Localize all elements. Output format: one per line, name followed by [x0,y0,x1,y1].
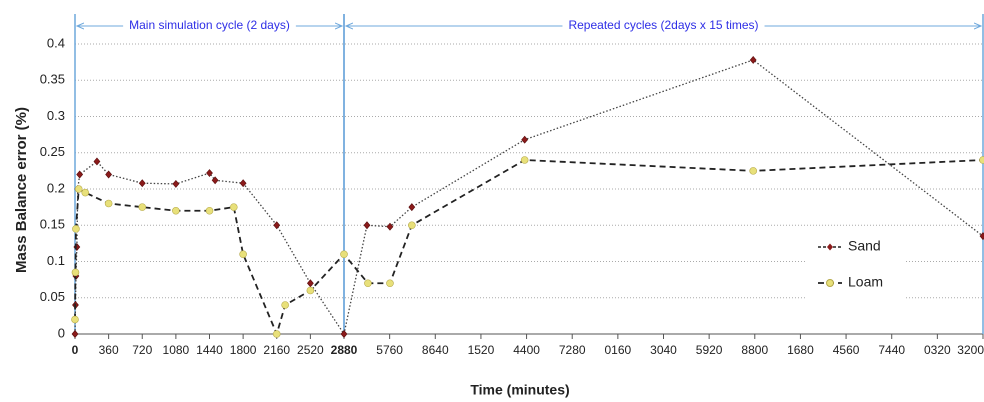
x-tick-label: 4560 [833,343,860,357]
data-point [363,221,371,230]
data-point [281,301,289,309]
data-point [340,330,348,338]
data-point [306,286,315,295]
data-point [364,279,372,288]
x-axis-title: Time (minutes) [470,382,569,398]
x-tick-label: 3040 [650,343,677,357]
data-point [104,199,113,208]
x-tick-label: 2520 [297,343,324,357]
data-point [749,55,757,64]
data-point [81,188,90,197]
x-tick-label: 0160 [605,343,632,357]
data-point [138,179,146,188]
data-point [172,206,180,215]
y-tick-label: 0.35 [40,72,65,87]
data-point [520,156,529,164]
x-tick-label: 5760 [376,343,403,357]
data-point [521,135,529,144]
data-point [138,203,147,211]
data-point [239,250,247,259]
data-point [272,330,281,338]
data-point [749,167,758,175]
x-tick-label: 8640 [422,343,449,357]
x-tick-label: 4400 [513,343,540,357]
x-tick-label: 720 [132,343,152,357]
x-tick-label: 1680 [787,343,814,357]
data-point [74,185,83,193]
segment-label: Repeated cycles (2days x 15 times) [568,18,758,32]
segment-label: Main simulation cycle (2 days) [129,18,290,32]
data-point [105,170,113,179]
x-tick-label: 1520 [468,343,495,357]
data-point [273,221,281,230]
y-tick-label: 0.05 [40,289,65,304]
x-tick-label: 1080 [163,343,190,357]
data-point [206,169,213,178]
legend-marker [826,279,834,287]
x-tick-label: 2160 [263,343,290,357]
x-tick-label: 0320 [924,343,951,357]
y-tick-label: 0.1 [47,253,65,268]
segment-label-bg [562,17,765,34]
data-point [386,222,394,231]
x-tick-label: 1440 [196,343,223,357]
data-point [71,268,80,277]
x-tick-label: 1800 [230,343,257,357]
y-tick-label: 0.4 [47,35,65,50]
data-point [306,279,314,288]
x-tick-label: 5920 [696,343,723,357]
y-tick-label: 0.15 [40,217,65,232]
data-point [211,176,219,185]
data-point [229,203,238,211]
data-point [408,203,416,212]
y-tick-label: 0.25 [40,144,65,159]
data-point [172,179,180,188]
x-tick-label: 8800 [741,343,768,357]
legend-marker [827,243,833,251]
data-point [340,250,348,259]
x-tick-label: 2880 [331,343,358,357]
data-point [239,179,247,188]
segment-label-bg [123,17,296,34]
x-tick-label: 0 [72,343,79,357]
data-point [71,330,79,338]
legend-bg [806,233,906,305]
data-point [408,221,416,230]
data-point [979,156,984,164]
y-tick-label: 0 [58,325,65,340]
data-point [71,315,79,324]
data-point [93,157,101,166]
data-point [76,170,84,179]
legend-label: Sand [848,238,881,254]
x-tick-label: 360 [99,343,119,357]
y-tick-label: 0.3 [47,108,65,123]
y-tick-label: 0.2 [47,180,65,195]
x-tick-label: 3200 [957,343,984,357]
x-tick-label: 7280 [559,343,586,357]
data-point [979,232,984,241]
data-point [72,225,80,233]
legend-label: Loam [848,274,883,290]
data-point [386,279,394,288]
data-point [205,206,214,215]
x-tick-label: 7440 [878,343,905,357]
y-axis-title: Mass Balance error (%) [13,107,30,273]
